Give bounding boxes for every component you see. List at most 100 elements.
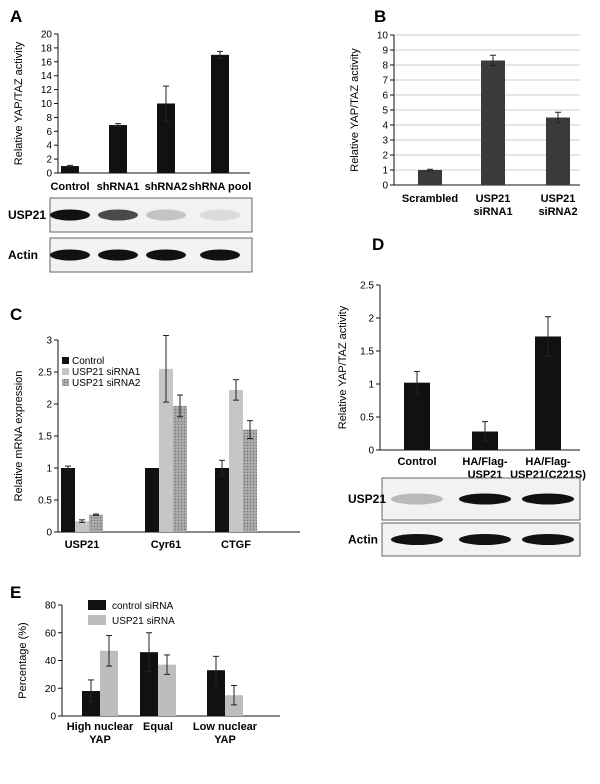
y-axis-label: Relative mRNA expression	[13, 371, 25, 502]
panel-letter: C	[10, 305, 22, 324]
y-tick-label: 0	[50, 712, 56, 723]
legend-swatch	[62, 357, 69, 364]
x-tick-label: Control	[397, 456, 436, 468]
panel-a: A 0 2 4 6 8 10 12 14 16 18 20 Relative YAP/TAZ activ…	[8, 7, 253, 273]
bar	[481, 60, 505, 185]
x-tick-label: USP21	[541, 193, 576, 205]
legend-swatch	[62, 379, 69, 386]
y-tick-label: 1	[382, 166, 388, 177]
legend-label: control siRNA	[112, 601, 173, 612]
y-tick-label: 2	[46, 155, 52, 166]
y-tick-label: 80	[45, 601, 57, 612]
y-tick-label: 6	[382, 91, 388, 102]
y-tick-label: 3	[382, 136, 388, 147]
bar	[89, 514, 103, 532]
legend-swatch	[88, 615, 106, 625]
y-axis-label: Relative YAP/TAZ activity	[349, 48, 361, 172]
y-tick-label: 3	[46, 336, 52, 347]
x-tick-label: Scrambled	[402, 193, 458, 205]
y-tick-label: 2	[368, 314, 374, 325]
y-tick-label: 1.5	[360, 347, 374, 358]
y-tick-label: 4	[382, 121, 388, 132]
legend-label: USP21 siRNA	[112, 616, 175, 627]
x-tick-label: Low nuclear	[193, 721, 258, 733]
bar	[61, 166, 79, 173]
blot-label: USP21	[8, 208, 46, 222]
bar	[109, 125, 127, 173]
panel-c: C 0 0.5 1 1.5 2 2.5 3 Relative mRNA expression US…	[10, 305, 300, 551]
blot-label: Actin	[8, 248, 38, 262]
blot-band	[98, 249, 138, 261]
panel-letter: A	[10, 7, 22, 26]
panel-b: B 0 1 2 3 4 5 6 7 8 9 10 Relative YAP/TAZ activity Sc…	[349, 7, 580, 218]
x-tick-label: shRNA pool	[189, 181, 252, 193]
x-tick-label: Equal	[143, 721, 173, 733]
x-tick-label: siRNA1	[473, 206, 512, 218]
legend-label: Control	[72, 356, 104, 367]
bar	[243, 429, 257, 532]
blot-label: USP21	[348, 492, 386, 506]
x-tick-label: Cyr61	[151, 539, 182, 551]
blot-band	[98, 209, 138, 221]
y-tick-label: 7	[382, 76, 388, 87]
y-tick-label: 0	[46, 169, 52, 180]
y-tick-label: 2	[46, 400, 52, 411]
bar	[158, 664, 176, 716]
bar	[157, 103, 175, 173]
x-tick-label: HA/Flag-	[525, 456, 571, 468]
x-tick-label: Control	[50, 181, 89, 193]
blot-band	[146, 209, 186, 221]
y-tick-label: 2	[382, 151, 388, 162]
y-tick-label: 0.5	[38, 496, 52, 507]
y-tick-label: 0	[46, 528, 52, 539]
panel-d: D 0 0.5 1 1.5 2 2.5 Relative YAP/TAZ activity Co…	[337, 235, 586, 557]
bar	[229, 389, 243, 532]
bar	[159, 368, 173, 532]
panel-letter: B	[374, 7, 386, 26]
bar	[82, 691, 100, 716]
y-tick-label: 18	[41, 43, 53, 54]
panel-letter: E	[10, 583, 21, 602]
x-tick-label: YAP	[89, 734, 111, 746]
x-tick-label: shRNA2	[145, 181, 188, 193]
y-tick-label: 14	[41, 71, 53, 82]
y-axis-label: Percentage (%)	[17, 622, 29, 698]
y-axis-label: Relative YAP/TAZ activity	[337, 305, 349, 429]
y-tick-label: 9	[382, 46, 388, 57]
y-tick-label: 2.5	[38, 368, 52, 379]
y-tick-label: 5	[382, 106, 388, 117]
y-tick-label: 8	[382, 61, 388, 72]
y-tick-label: 20	[41, 30, 53, 41]
bar	[75, 521, 89, 532]
blot-band	[50, 249, 90, 261]
panel-letter: D	[372, 235, 384, 254]
legend-label: USP21 siRNA2	[72, 378, 141, 389]
legend-swatch	[88, 600, 106, 610]
bar	[173, 405, 187, 532]
blot-band	[200, 249, 240, 261]
blot-label: Actin	[348, 533, 378, 547]
bar	[418, 170, 442, 185]
bar	[100, 650, 118, 716]
x-tick-label: HA/Flag-	[462, 456, 508, 468]
y-tick-label: 0	[382, 181, 388, 192]
blot-band	[50, 209, 90, 221]
y-tick-label: 0	[368, 446, 374, 457]
y-tick-label: 0.5	[360, 413, 374, 424]
blot-band	[200, 209, 240, 221]
bar	[140, 652, 158, 716]
y-tick-label: 1	[46, 464, 52, 475]
y-tick-label: 1	[368, 380, 374, 391]
x-tick-label: High nuclear	[67, 721, 134, 733]
blot-band	[459, 534, 511, 545]
y-tick-label: 6	[46, 127, 52, 138]
bar	[546, 117, 570, 185]
y-tick-label: 40	[45, 656, 57, 667]
bar	[145, 468, 159, 532]
x-tick-label: shRNA1	[97, 181, 140, 193]
x-tick-label: YAP	[214, 734, 236, 746]
blot-band	[391, 534, 443, 545]
y-tick-label: 1.5	[38, 432, 52, 443]
blot-band	[522, 493, 574, 505]
